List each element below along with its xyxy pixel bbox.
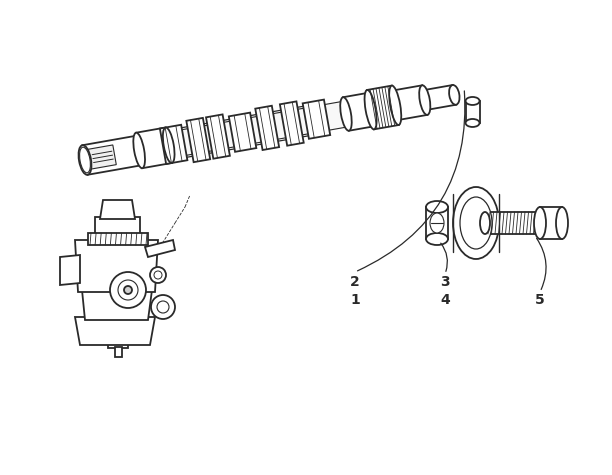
Bar — [466, 101, 480, 123]
Ellipse shape — [426, 201, 448, 213]
Text: 1: 1 — [350, 293, 360, 307]
Polygon shape — [75, 317, 155, 345]
Polygon shape — [100, 200, 135, 219]
Polygon shape — [166, 101, 348, 158]
Ellipse shape — [449, 85, 460, 105]
Polygon shape — [206, 114, 230, 159]
Ellipse shape — [163, 127, 174, 163]
Polygon shape — [160, 125, 187, 164]
Ellipse shape — [556, 207, 568, 239]
Ellipse shape — [110, 272, 146, 308]
Polygon shape — [367, 86, 398, 129]
Polygon shape — [83, 136, 142, 175]
Ellipse shape — [480, 212, 490, 234]
Text: 5: 5 — [535, 293, 545, 307]
Bar — [540, 207, 562, 239]
Text: 2: 2 — [350, 275, 360, 289]
Polygon shape — [83, 145, 116, 170]
Ellipse shape — [389, 86, 401, 125]
Polygon shape — [136, 127, 172, 168]
Polygon shape — [145, 240, 175, 257]
Text: 4: 4 — [440, 293, 450, 307]
Ellipse shape — [80, 147, 91, 173]
Polygon shape — [303, 100, 330, 139]
Polygon shape — [108, 335, 128, 348]
Polygon shape — [115, 347, 122, 357]
Ellipse shape — [154, 271, 162, 279]
Ellipse shape — [133, 133, 145, 168]
Ellipse shape — [157, 301, 169, 313]
Ellipse shape — [118, 280, 138, 300]
Polygon shape — [60, 255, 80, 285]
Ellipse shape — [466, 97, 480, 105]
Ellipse shape — [426, 233, 448, 245]
Ellipse shape — [534, 207, 546, 239]
Ellipse shape — [365, 90, 376, 129]
Ellipse shape — [124, 286, 132, 294]
Bar — [485, 212, 540, 234]
Text: 3: 3 — [440, 275, 450, 289]
Polygon shape — [343, 93, 373, 131]
Ellipse shape — [78, 145, 91, 175]
Ellipse shape — [430, 213, 444, 233]
Polygon shape — [280, 101, 304, 146]
Bar — [426, 207, 448, 239]
Ellipse shape — [340, 97, 352, 131]
Ellipse shape — [453, 187, 499, 259]
Ellipse shape — [151, 295, 175, 319]
Ellipse shape — [419, 86, 430, 115]
Polygon shape — [229, 113, 256, 152]
Polygon shape — [186, 118, 210, 162]
Ellipse shape — [150, 267, 166, 283]
Polygon shape — [88, 233, 148, 245]
Ellipse shape — [466, 119, 480, 127]
Polygon shape — [95, 217, 140, 242]
Polygon shape — [255, 106, 279, 150]
Ellipse shape — [460, 197, 492, 249]
Polygon shape — [423, 85, 456, 110]
Polygon shape — [82, 290, 152, 320]
Polygon shape — [75, 240, 158, 292]
Polygon shape — [393, 86, 427, 120]
